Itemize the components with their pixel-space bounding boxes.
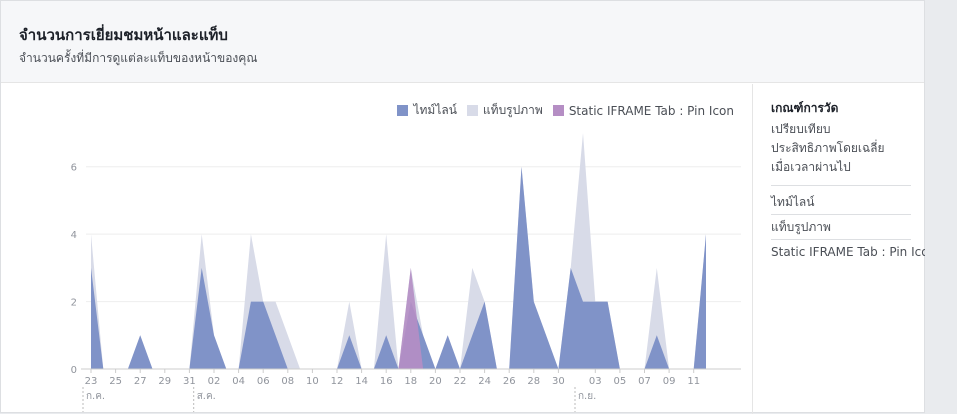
- legend-swatch-timeline: [397, 105, 409, 116]
- metrics-title: เกณฑ์การวัด: [771, 101, 839, 115]
- page-title: จำนวนการเยี่ยมชมหน้าและแท็บ: [19, 26, 228, 44]
- x-tick-label: 24: [478, 376, 491, 387]
- metrics-desc-line: ประสิทธิภาพโดยเฉลี่ย: [771, 141, 885, 155]
- chart-area: ไทม์ไลน์ แท็บรูปภาพ Static IFRAME Tab : …: [1, 84, 753, 414]
- legend-item-timeline[interactable]: ไทม์ไลน์: [397, 101, 457, 120]
- legend-label-iframe: Static IFRAME Tab : Pin Icon: [568, 103, 734, 118]
- x-tick-label: 10: [306, 376, 319, 387]
- x-tick-label: 16: [380, 376, 393, 387]
- metric-option-photos[interactable]: แท็บรูปภาพ: [771, 215, 911, 240]
- x-tick-label: 20: [429, 376, 442, 387]
- metrics-desc-line: เมื่อเวลาผ่านไป: [771, 160, 851, 174]
- x-tick-label: 05: [614, 376, 627, 387]
- y-tick-label: 2: [71, 298, 77, 309]
- x-tick-label: 28: [527, 376, 540, 387]
- legend-label-photos: แท็บรูปภาพ: [482, 103, 543, 117]
- insights-panel: จำนวนการเยี่ยมชมหน้าและแท็บ จำนวนครั้งที…: [0, 0, 936, 414]
- x-tick-label: 18: [404, 376, 417, 387]
- y-tick-label: 0: [71, 365, 77, 376]
- legend-swatch-iframe: [552, 105, 564, 116]
- metrics-desc-line: เปรียบเทียบ: [771, 122, 831, 136]
- month-label: ก.ค.: [86, 391, 105, 402]
- panel-header: จำนวนการเยี่ยมชมหน้าและแท็บ จำนวนครั้งที…: [1, 1, 924, 83]
- legend-swatch-photos: [466, 105, 478, 116]
- divider: [771, 185, 911, 186]
- page-subtitle: จำนวนครั้งที่มีการดูแต่ละแท็บของหน้าของค…: [19, 51, 258, 65]
- x-tick-label: 23: [85, 376, 98, 387]
- x-tick-label: 12: [331, 376, 344, 387]
- x-tick-label: 25: [109, 376, 122, 387]
- x-tick-label: 27: [134, 376, 147, 387]
- legend-item-photos[interactable]: แท็บรูปภาพ: [466, 101, 543, 120]
- x-tick-label: 22: [454, 376, 467, 387]
- month-label: ส.ค.: [197, 391, 216, 402]
- metrics-sidebar: เกณฑ์การวัด เปรียบเทียบ ประสิทธิภาพโดยเฉ…: [771, 99, 957, 264]
- area-series-photos: [91, 133, 706, 369]
- x-tick-label: 14: [355, 376, 368, 387]
- right-rail: [925, 0, 957, 413]
- x-tick-label: 02: [208, 376, 221, 387]
- x-tick-label: 31: [183, 376, 196, 387]
- metrics-description: เปรียบเทียบ ประสิทธิภาพโดยเฉลี่ย เมื่อเว…: [771, 120, 957, 177]
- x-tick-label: 11: [687, 376, 700, 387]
- month-label: ก.ย.: [578, 391, 596, 402]
- x-tick-label: 08: [281, 376, 294, 387]
- x-tick-label: 07: [638, 376, 651, 387]
- x-tick-label: 03: [589, 376, 602, 387]
- legend-label-timeline: ไทม์ไลน์: [413, 103, 457, 117]
- area-series-timeline: [91, 166, 706, 369]
- metric-option-iframe[interactable]: Static IFRAME Tab : Pin Icon: [771, 245, 937, 259]
- y-tick-label: 4: [71, 230, 77, 241]
- chart-legend: ไทม์ไลน์ แท็บรูปภาพ Static IFRAME Tab : …: [397, 101, 734, 120]
- x-tick-label: 04: [232, 376, 245, 387]
- x-tick-label: 29: [158, 376, 171, 387]
- legend-item-iframe[interactable]: Static IFRAME Tab : Pin Icon: [552, 101, 734, 120]
- x-tick-label: 09: [663, 376, 676, 387]
- x-tick-label: 06: [257, 376, 270, 387]
- x-tick-label: 26: [503, 376, 516, 387]
- y-tick-label: 6: [71, 163, 77, 174]
- x-tick-label: 30: [552, 376, 565, 387]
- metric-option-timeline[interactable]: ไทม์ไลน์: [771, 190, 911, 215]
